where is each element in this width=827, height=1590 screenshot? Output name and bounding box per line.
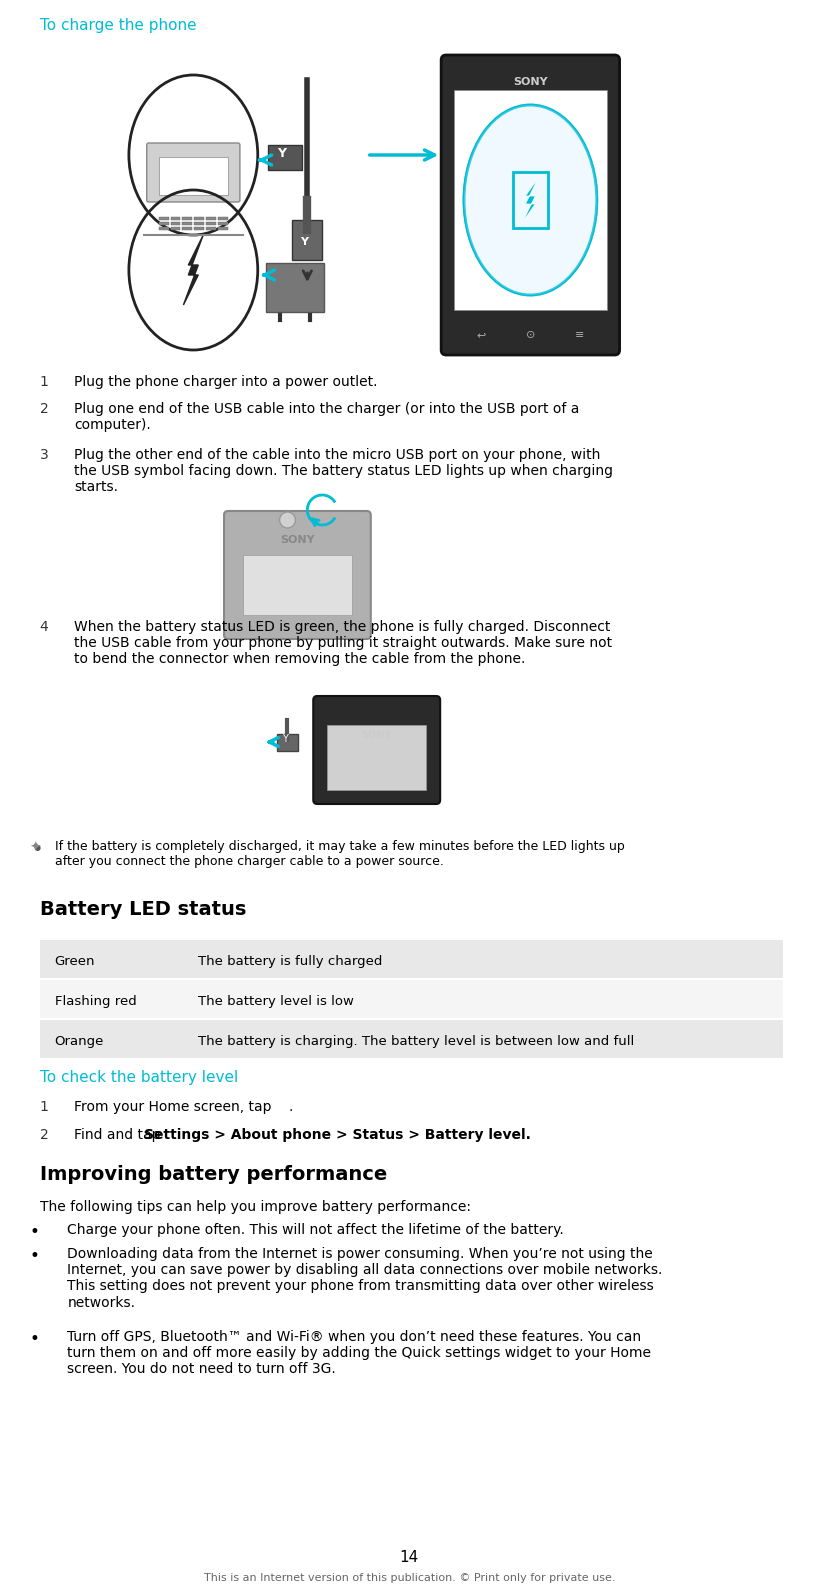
Circle shape bbox=[35, 844, 41, 851]
FancyBboxPatch shape bbox=[159, 216, 169, 219]
FancyBboxPatch shape bbox=[218, 216, 228, 219]
Text: Green: Green bbox=[55, 954, 95, 967]
Text: SONY: SONY bbox=[361, 730, 392, 739]
Ellipse shape bbox=[464, 105, 597, 296]
FancyBboxPatch shape bbox=[218, 221, 228, 226]
Text: ↩: ↩ bbox=[476, 331, 485, 340]
Text: ✦: ✦ bbox=[30, 841, 41, 855]
Text: Turn off GPS, Bluetooth™ and Wi-Fi® when you don’t need these features. You can
: Turn off GPS, Bluetooth™ and Wi-Fi® when… bbox=[68, 1329, 652, 1377]
Text: Flashing red: Flashing red bbox=[55, 994, 136, 1008]
Text: Battery LED status: Battery LED status bbox=[40, 900, 246, 919]
Text: Y: Y bbox=[300, 237, 308, 246]
Text: 2: 2 bbox=[40, 402, 49, 417]
Text: Plug the other end of the cable into the micro USB port on your phone, with
the : Plug the other end of the cable into the… bbox=[74, 448, 614, 494]
Text: 3: 3 bbox=[40, 448, 49, 463]
FancyBboxPatch shape bbox=[441, 56, 619, 355]
FancyBboxPatch shape bbox=[170, 216, 180, 219]
FancyBboxPatch shape bbox=[293, 219, 323, 261]
FancyBboxPatch shape bbox=[194, 216, 204, 219]
FancyBboxPatch shape bbox=[265, 262, 324, 312]
Text: ⊙: ⊙ bbox=[526, 331, 535, 340]
FancyBboxPatch shape bbox=[183, 226, 193, 231]
Circle shape bbox=[280, 512, 295, 528]
FancyBboxPatch shape bbox=[313, 696, 440, 805]
FancyBboxPatch shape bbox=[159, 221, 169, 226]
Text: If the battery is completely discharged, it may take a few minutes before the LE: If the battery is completely discharged,… bbox=[55, 840, 624, 868]
Text: 4: 4 bbox=[40, 620, 49, 634]
Text: •: • bbox=[30, 1247, 40, 1266]
FancyBboxPatch shape bbox=[276, 735, 299, 750]
Text: Plug one end of the USB cable into the charger (or into the USB port of a
comput: Plug one end of the USB cable into the c… bbox=[74, 402, 580, 432]
FancyBboxPatch shape bbox=[268, 145, 303, 170]
Text: •: • bbox=[30, 1329, 40, 1348]
Polygon shape bbox=[184, 235, 203, 305]
Text: The battery level is low: The battery level is low bbox=[198, 994, 354, 1008]
FancyBboxPatch shape bbox=[183, 216, 193, 219]
FancyBboxPatch shape bbox=[40, 1021, 783, 1057]
FancyBboxPatch shape bbox=[159, 226, 169, 231]
FancyBboxPatch shape bbox=[206, 221, 216, 226]
Text: The battery is fully charged: The battery is fully charged bbox=[198, 954, 383, 967]
Polygon shape bbox=[523, 178, 538, 223]
FancyBboxPatch shape bbox=[206, 226, 216, 231]
Text: The following tips can help you improve battery performance:: The following tips can help you improve … bbox=[40, 1200, 471, 1215]
FancyBboxPatch shape bbox=[40, 979, 783, 1018]
Text: Y: Y bbox=[278, 146, 287, 161]
FancyBboxPatch shape bbox=[194, 221, 204, 226]
Text: Downloading data from the Internet is power consuming. When you’re not using the: Downloading data from the Internet is po… bbox=[68, 1247, 662, 1310]
Text: From your Home screen, tap    .: From your Home screen, tap . bbox=[74, 1100, 294, 1115]
FancyBboxPatch shape bbox=[40, 940, 783, 978]
FancyBboxPatch shape bbox=[454, 91, 607, 310]
FancyBboxPatch shape bbox=[194, 226, 204, 231]
FancyBboxPatch shape bbox=[146, 143, 240, 202]
Text: Find and tap: Find and tap bbox=[74, 1127, 165, 1142]
Text: ≡: ≡ bbox=[576, 331, 585, 340]
Text: To charge the phone: To charge the phone bbox=[40, 17, 196, 33]
Text: The battery is charging. The battery level is between low and full: The battery is charging. The battery lev… bbox=[198, 1035, 634, 1048]
Text: To check the battery level: To check the battery level bbox=[40, 1070, 238, 1084]
Text: 2: 2 bbox=[40, 1127, 49, 1142]
Text: Plug the phone charger into a power outlet.: Plug the phone charger into a power outl… bbox=[74, 375, 378, 390]
FancyBboxPatch shape bbox=[170, 221, 180, 226]
Text: 14: 14 bbox=[399, 1550, 419, 1566]
FancyBboxPatch shape bbox=[183, 221, 193, 226]
Text: 1: 1 bbox=[40, 375, 49, 390]
Text: This is an Internet version of this publication. © Print only for private use.: This is an Internet version of this publ… bbox=[203, 1573, 615, 1584]
Text: Orange: Orange bbox=[55, 1035, 104, 1048]
Text: 1: 1 bbox=[40, 1100, 49, 1115]
FancyBboxPatch shape bbox=[243, 555, 352, 615]
FancyBboxPatch shape bbox=[327, 725, 426, 790]
Text: •: • bbox=[30, 1223, 40, 1242]
Text: SONY: SONY bbox=[280, 534, 315, 545]
Text: When the battery status LED is green, the phone is fully charged. Disconnect
the: When the battery status LED is green, th… bbox=[74, 620, 613, 666]
Text: Y: Y bbox=[281, 735, 288, 744]
FancyBboxPatch shape bbox=[218, 226, 228, 231]
FancyBboxPatch shape bbox=[224, 510, 370, 639]
Text: Improving battery performance: Improving battery performance bbox=[40, 1165, 387, 1185]
Text: Settings > About phone > Status > Battery level.: Settings > About phone > Status > Batter… bbox=[144, 1127, 531, 1142]
FancyBboxPatch shape bbox=[159, 157, 228, 196]
FancyBboxPatch shape bbox=[206, 216, 216, 219]
Text: Charge your phone often. This will not affect the lifetime of the battery.: Charge your phone often. This will not a… bbox=[68, 1223, 564, 1237]
Text: SONY: SONY bbox=[513, 76, 547, 87]
FancyBboxPatch shape bbox=[170, 226, 180, 231]
